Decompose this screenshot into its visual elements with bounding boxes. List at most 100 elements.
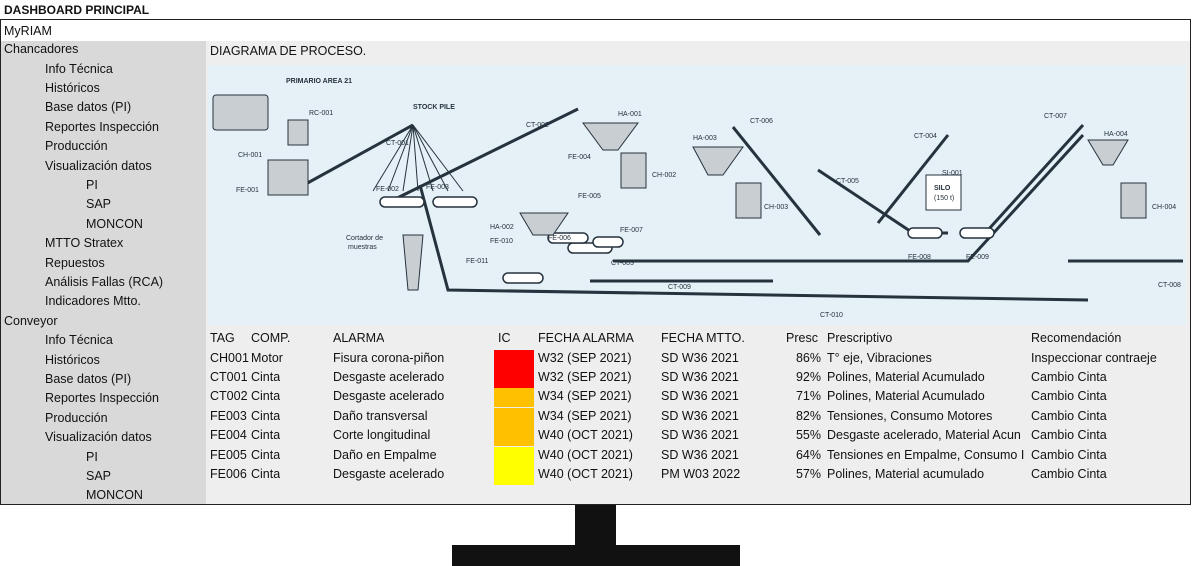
ic-indicator [494, 388, 534, 407]
cell-alarma: Corte longitudinal [333, 428, 431, 442]
cell-fecha-mtto: SD W36 2021 [661, 370, 739, 384]
main-panel: DIAGRAMA DE PROCESO. [206, 41, 1190, 504]
header-tag: TAG [210, 331, 235, 345]
label-ct006: CT-006 [750, 118, 773, 125]
label-ha003: HA-003 [693, 135, 717, 142]
cell-comp: Cinta [251, 428, 281, 442]
diagram-title: DIAGRAMA DE PROCESO. [210, 44, 367, 58]
sidebar-item-base-datos[interactable]: Base datos (PI) [45, 372, 132, 386]
cell-alarma: Fisura corona-piñon [333, 351, 445, 365]
conveyor-ct010 [418, 184, 1089, 302]
crusher-ch002 [620, 152, 647, 189]
monitor-screen: MyRIAM Chancadores Info Técnica Históric… [0, 19, 1191, 505]
cell-fecha-mtto: SD W36 2021 [661, 428, 739, 442]
sidebar-item-produccion[interactable]: Producción [45, 139, 108, 153]
equipment [212, 94, 1147, 291]
hopper-ha002 [519, 212, 569, 236]
sidebar-section-conveyor[interactable]: Conveyor [4, 314, 58, 328]
ic-indicator [494, 427, 534, 446]
sidebar-subitem-pi[interactable]: PI [86, 178, 98, 192]
sidebar-item-info-tecnica[interactable]: Info Técnica [45, 62, 113, 76]
header-ic: IC [498, 331, 511, 345]
crusher-ch004 [1120, 182, 1147, 219]
label-fe010: FE-010 [490, 238, 513, 245]
sidebar-subitem-sap[interactable]: SAP [86, 469, 112, 483]
sidebar-item-historicos[interactable]: Históricos [45, 81, 100, 95]
sidebar-item-historicos[interactable]: Históricos [45, 353, 100, 367]
cell-fecha-alarma: W40 (OCT 2021) [538, 448, 633, 462]
ic-indicator [494, 350, 534, 369]
label-ch003: CH-003 [764, 204, 788, 211]
sidebar-subitem-moncon[interactable]: MONCON [86, 488, 143, 502]
cell-presc: 86% [795, 351, 821, 365]
header-prescriptivo: Prescriptivo [827, 331, 893, 345]
cell-presc: 82% [795, 409, 821, 423]
sidebar: Chancadores Info Técnica Históricos Base… [1, 41, 206, 504]
feeder-fe007 [592, 236, 624, 248]
sidebar-subitem-pi[interactable]: PI [86, 450, 98, 464]
sidebar-item-info-tecnica[interactable]: Info Técnica [45, 333, 113, 347]
ic-indicator [494, 369, 534, 388]
diagram-labels: PRIMARIO AREA 21 STOCK PILE SILO (150 t)… [236, 78, 1181, 319]
monitor-stand-base [452, 545, 740, 566]
cell-prescriptivo: Polines, Material Acumulado [827, 389, 985, 403]
conveyor-ct006 [731, 126, 822, 236]
silo-si001 [925, 174, 962, 211]
cell-presc: 55% [795, 428, 821, 442]
feeder-fe009 [959, 227, 995, 239]
feeder-fe008 [907, 227, 943, 239]
label-ch001: CH-001 [238, 152, 262, 159]
cell-prescriptivo: Polines, Material acumulado [827, 467, 985, 481]
cell-alarma: Daño transversal [333, 409, 428, 423]
sidebar-item-repuestos[interactable]: Repuestos [45, 256, 105, 270]
conveyor-ct001 [292, 123, 414, 193]
label-ct002: CT-002 [526, 122, 549, 129]
sidebar-subitem-moncon[interactable]: MONCON [86, 217, 143, 231]
label-silo: SILO [934, 185, 951, 192]
sidebar-item-indicadores[interactable]: Indicadores Mtto. [45, 294, 141, 308]
label-fe007: FE-007 [620, 227, 643, 234]
sidebar-item-produccion[interactable]: Producción [45, 411, 108, 425]
cell-presc: 71% [795, 389, 821, 403]
cell-comp: Cinta [251, 389, 281, 403]
cell-recomendacion: Cambio Cinta [1031, 409, 1107, 423]
sidebar-item-mtto-stratex[interactable]: MTTO Stratex [45, 236, 124, 250]
label-rc001: RC-001 [309, 110, 333, 117]
label-ct009: CT-009 [668, 284, 691, 291]
truck-icon [212, 94, 269, 131]
cell-alarma: Desgaste acelerado [333, 370, 445, 384]
cell-prescriptivo: T° eje, Vibraciones [827, 351, 932, 365]
cell-comp: Cinta [251, 467, 281, 481]
cell-recomendacion: Cambio Cinta [1031, 389, 1107, 403]
sidebar-section-chancadores[interactable]: Chancadores [4, 42, 79, 56]
feeder-fe002 [379, 196, 425, 208]
cell-fecha-mtto: PM W03 2022 [661, 467, 741, 481]
label-fe003: FE-003 [426, 184, 449, 191]
sidebar-item-reportes[interactable]: Reportes Inspección [45, 120, 159, 134]
cell-presc: 57% [795, 467, 821, 481]
sidebar-item-visualizacion[interactable]: Visualización datos [45, 159, 152, 173]
cell-comp: Motor [251, 351, 283, 365]
ic-indicator [494, 447, 534, 466]
cell-presc: 64% [795, 448, 821, 462]
cell-recomendacion: Cambio Cinta [1031, 467, 1107, 481]
header-fecha-mtto: FECHA MTTO. [661, 331, 745, 345]
cell-recomendacion: Cambio Cinta [1031, 448, 1107, 462]
sidebar-subitem-sap[interactable]: SAP [86, 197, 112, 211]
feeder-fe006 [547, 232, 589, 244]
label-si001: SI-001 [942, 170, 963, 177]
label-cortador-1: Cortador de [346, 235, 383, 242]
sidebar-item-visualizacion[interactable]: Visualización datos [45, 430, 152, 444]
sidebar-item-base-datos[interactable]: Base datos (PI) [45, 100, 132, 114]
sidebar-item-analisis-fallas[interactable]: Análisis Fallas (RCA) [45, 275, 164, 289]
cell-tag: FE006 [210, 467, 247, 481]
label-ct007: CT-007 [1044, 113, 1067, 120]
label-fe009: FE-009 [966, 254, 989, 261]
sidebar-item-reportes[interactable]: Reportes Inspección [45, 391, 159, 405]
cell-prescriptivo: Desgaste acelerado, Material Acun [827, 428, 1021, 442]
conveyor-ct003 [613, 133, 1085, 263]
cell-fecha-mtto: SD W36 2021 [661, 448, 739, 462]
label-ct004: CT-004 [914, 133, 937, 140]
stockpile-lines [372, 124, 464, 192]
brand-label: MyRIAM [4, 24, 52, 38]
